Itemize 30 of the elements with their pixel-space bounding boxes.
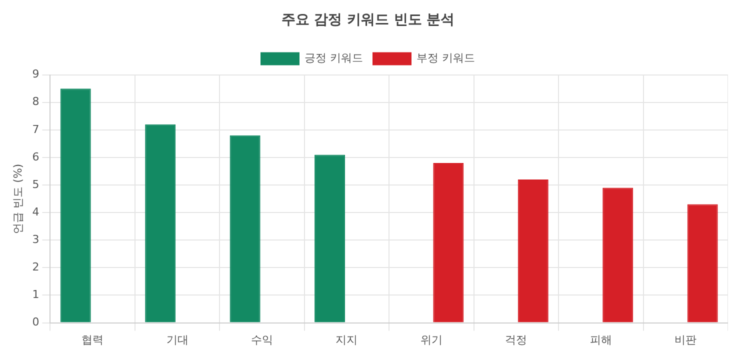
x-tick-label: 피해 — [590, 333, 612, 346]
y-tick-label: 1 — [32, 288, 40, 302]
y-axis-title: 언급 빈도 (%) — [11, 164, 24, 234]
y-tick-label: 9 — [32, 68, 40, 81]
x-tick-label: 수익 — [251, 333, 274, 346]
legend-label: 부정 키워드 — [416, 52, 475, 65]
y-tick-label: 4 — [32, 205, 40, 218]
y-tick-label: 7 — [32, 122, 40, 136]
x-tick-label: 기대 — [166, 333, 188, 346]
chart-title: 주요 감정 키워드 빈도 분석 — [281, 12, 455, 28]
bar — [433, 162, 464, 322]
y-tick-label: 5 — [32, 178, 40, 191]
x-tick-label: 협력 — [82, 333, 104, 346]
bar — [230, 135, 260, 322]
y-tick-label: 0 — [32, 316, 40, 329]
x-tick-label: 비판 — [674, 333, 697, 346]
y-tick-label: 3 — [32, 232, 40, 246]
x-tick-label: 위기 — [420, 333, 442, 346]
bar — [314, 154, 346, 322]
y-tick-label: 8 — [32, 95, 40, 108]
x-tick-label: 걱정 — [505, 333, 528, 346]
legend-label: 긍정 키워드 — [304, 52, 364, 65]
bar — [602, 188, 634, 322]
bar — [687, 204, 718, 322]
bar — [145, 124, 176, 322]
y-tick-label: 6 — [32, 150, 40, 164]
bar — [518, 180, 548, 322]
bar — [60, 88, 91, 322]
x-tick-label: 지지 — [336, 333, 358, 346]
y-tick-label: 2 — [32, 260, 40, 274]
